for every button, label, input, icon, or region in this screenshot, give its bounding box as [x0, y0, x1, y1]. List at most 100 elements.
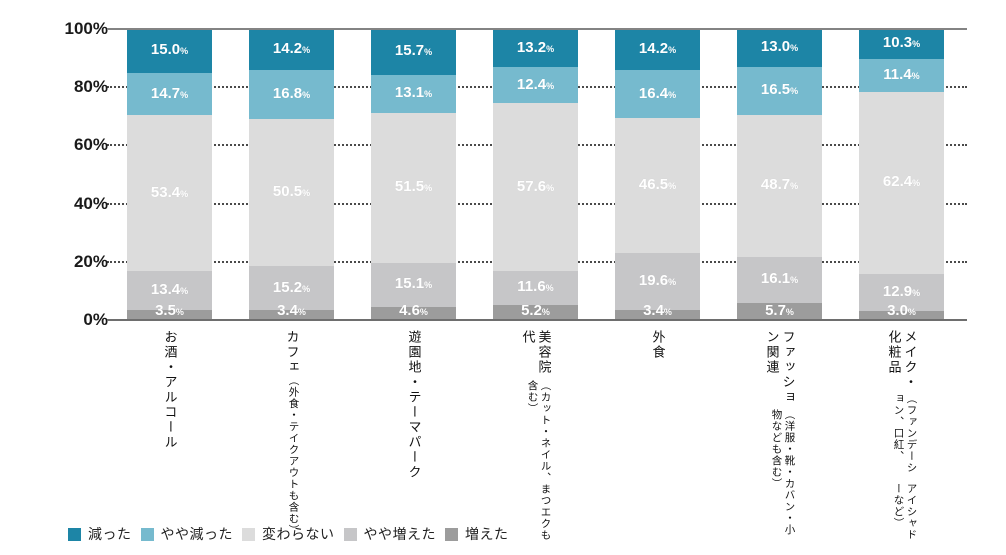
y-tick-label: 20%	[73, 251, 108, 271]
segment-やや減った: 16.8%	[249, 70, 334, 120]
segment-やや減った: 14.7%	[127, 72, 212, 116]
value-label: 51.5%	[394, 178, 433, 196]
bar-6: 10.3% 11.4% 62.4% 12.9% 3.0%	[859, 29, 944, 320]
value-label: 14.2%	[638, 40, 677, 58]
category-label-note: （洋服・靴・カバン・小物なども含む）	[770, 408, 796, 536]
value-label: 57.6%	[516, 177, 555, 195]
segment-減った: 15.7%	[371, 29, 456, 75]
legend-label: やや増えた	[363, 526, 436, 542]
segment-やや減った: 16.5%	[737, 66, 822, 115]
value-label: 3.4%	[643, 302, 672, 320]
segment-やや増えた: 19.6%	[615, 253, 700, 311]
value-label: 3.0%	[887, 301, 916, 319]
legend-swatch	[140, 527, 154, 541]
legend-swatch	[242, 527, 255, 541]
category-label-1: カフェ （外食・テイクアウトも含む）	[284, 330, 300, 545]
segment-増えた: 4.6%	[371, 301, 456, 320]
baseline-axis-line	[107, 319, 967, 321]
legend-item-減った: 減った	[68, 524, 132, 544]
value-label: 14.2%	[272, 40, 311, 58]
category-label-main: 美容院代	[520, 330, 552, 375]
segment-増えた: 5.7%	[737, 303, 822, 320]
value-label: 50.5%	[272, 183, 311, 201]
segment-減った: 14.2%	[615, 29, 700, 71]
top-axis-line	[107, 28, 967, 30]
category-label-main: カフェ	[284, 330, 300, 375]
legend-item-やや減った: やや減った	[140, 524, 234, 544]
segment-増えた: 3.4%	[249, 303, 334, 320]
legend-item-変わらない: 変わらない	[242, 524, 335, 544]
value-label: 16.5%	[760, 81, 799, 99]
value-label: 3.5%	[155, 301, 184, 319]
bar-4: 14.2% 16.4% 46.5% 19.6% 3.4%	[615, 29, 700, 321]
category-label-main: お酒・アルコール	[162, 330, 178, 450]
value-label: 15.0%	[150, 41, 189, 59]
segment-やや減った: 16.4%	[615, 70, 700, 118]
value-label: 13.4%	[150, 280, 189, 298]
category-label-main: 遊園地・テーマパーク	[406, 330, 422, 480]
value-label: 11.4%	[883, 66, 920, 84]
segment-増えた: 5.2%	[493, 301, 578, 320]
value-label: 19.6%	[638, 272, 677, 290]
segment-やや増えた: 15.1%	[371, 262, 456, 307]
segment-やや増えた: 11.6%	[493, 271, 578, 305]
category-label-3: 美容院代 （カット・ネイル、まつエクも含む）	[520, 330, 552, 545]
y-tick-label: 80%	[73, 77, 108, 97]
value-label: 5.2%	[521, 301, 550, 319]
segment-変わらない: 51.5%	[371, 112, 456, 263]
value-label: 10.3%	[882, 34, 921, 52]
value-label: 46.5%	[638, 176, 677, 194]
value-label: 16.8%	[272, 85, 311, 103]
bar-0: 15.0% 14.7% 53.4% 13.4% 3.5%	[127, 29, 212, 320]
legend-item-増えた: 増えた	[445, 524, 509, 544]
plot-area: 15.0% 14.7% 53.4% 13.4% 3.5% 14.2% 16.8% 50.5% 1…	[107, 28, 967, 321]
y-tick-label: 0%	[83, 310, 108, 329]
legend-item-やや増えた: やや増えた	[343, 524, 437, 544]
segment-増えた: 3.4%	[615, 303, 700, 321]
legend-label: 変わらない	[262, 526, 335, 542]
bar-1: 14.2% 16.8% 50.5% 15.2% 3.4%	[249, 29, 334, 320]
category-label-4: 外食	[650, 330, 666, 545]
y-tick-label: 40%	[73, 193, 108, 213]
segment-変わらない: 62.4%	[859, 92, 944, 274]
segment-やや増えた: 12.9%	[859, 273, 944, 312]
value-label: 13.1%	[394, 84, 433, 102]
segment-やや増えた: 15.2%	[249, 265, 334, 311]
segment-変わらない: 50.5%	[249, 119, 334, 266]
value-label: 16.4%	[638, 84, 677, 102]
value-label: 12.9%	[882, 282, 921, 300]
value-label: 13.2%	[516, 38, 555, 56]
segment-増えた: 3.5%	[127, 303, 212, 320]
category-label-5: ファッション関連 （洋服・靴・カバン・小物なども含む）	[764, 330, 796, 545]
category-label-note: （外食・テイクアウトも含む）	[287, 375, 300, 536]
category-label-2: 遊園地・テーマパーク	[406, 330, 422, 545]
value-label: 15.1%	[394, 275, 433, 293]
segment-やや増えた: 13.4%	[127, 270, 212, 310]
value-label: 11.6%	[517, 278, 554, 296]
value-label: 4.6%	[399, 301, 428, 319]
value-label: 16.1%	[760, 270, 799, 288]
category-label-6: メイク・化粧品 （ファンデーション、口紅、 アイシャドーなど）	[886, 330, 918, 545]
legend-swatch	[68, 527, 81, 541]
category-label-note: （カット・ネイル、まつエクも含む）	[526, 380, 552, 542]
segment-変わらない: 57.6%	[493, 103, 578, 272]
value-label: 5.7%	[765, 301, 794, 319]
y-tick-label: 60%	[73, 135, 108, 155]
segment-やや減った: 11.4%	[859, 58, 944, 93]
legend-label: 減った	[88, 526, 132, 542]
segment-減った: 14.2%	[249, 29, 334, 71]
segment-変わらない: 48.7%	[737, 114, 822, 257]
bar-5: 13.0% 16.5% 48.7% 16.1% 5.7%	[737, 29, 822, 320]
value-label: 48.7%	[760, 176, 799, 194]
segment-変わらない: 53.4%	[127, 115, 212, 271]
category-label-note: アイシャドーなど）	[892, 482, 918, 541]
value-label: 14.7%	[150, 84, 189, 102]
segment-減った: 15.0%	[127, 29, 212, 73]
segment-変わらない: 46.5%	[615, 117, 700, 254]
value-label: 13.0%	[760, 38, 799, 56]
value-label: 62.4%	[882, 173, 921, 191]
value-label: 15.2%	[272, 278, 311, 296]
segment-増えた: 3.0%	[859, 303, 944, 320]
value-label: 3.4%	[277, 302, 306, 319]
